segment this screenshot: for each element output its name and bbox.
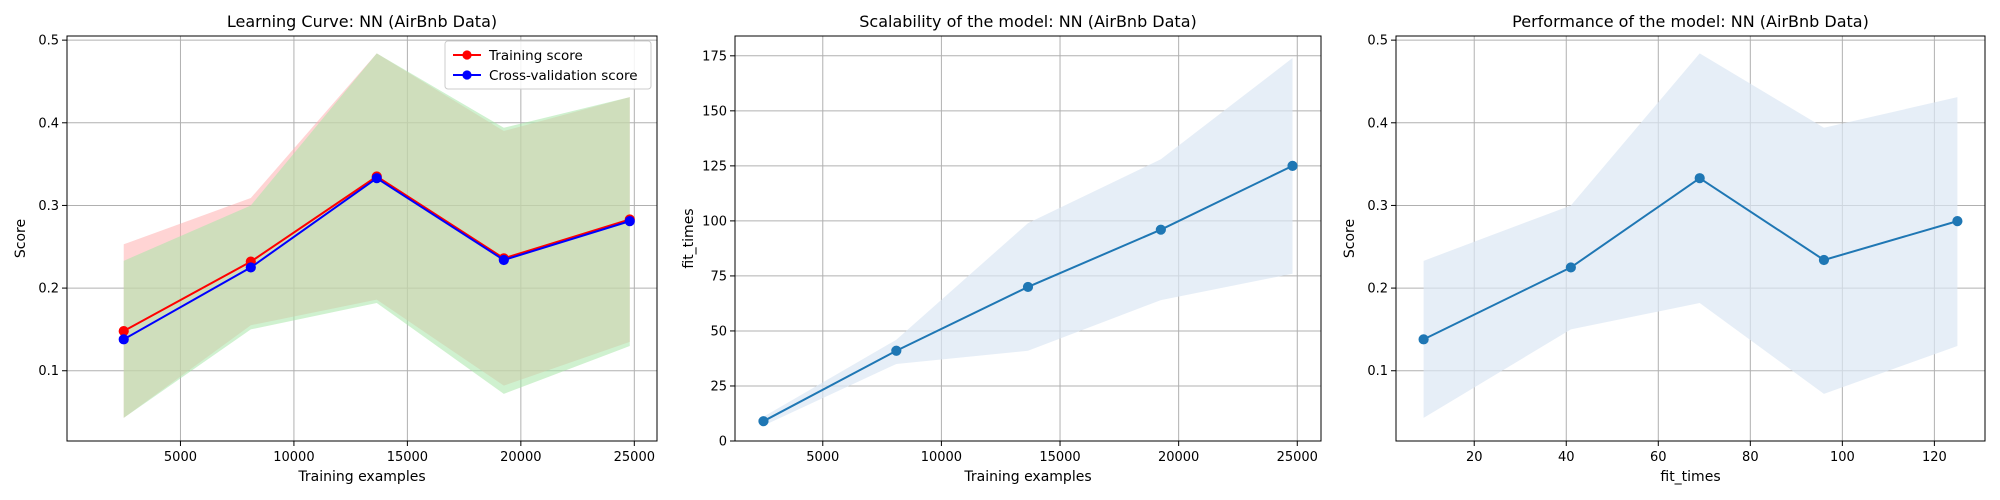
confidence-band-2 (123, 53, 630, 418)
chart-panel-1: Learning Curve: NN (AirBnb Data) 5000 1000… (13, 12, 658, 485)
confidence-band-1 (1423, 53, 1958, 418)
x-tick-label: 40 (1558, 450, 1575, 465)
data-point (1952, 216, 1963, 227)
legend-swatch-marker (462, 70, 472, 80)
x-tick-label: 10000 (921, 450, 962, 465)
x-tick-label: 10000 (273, 450, 314, 465)
legend-label: Cross-validation score (489, 68, 638, 84)
y-tick-label: 0.4 (38, 116, 59, 131)
data-point (498, 254, 509, 266)
y-axis-label: fit_times (681, 208, 697, 268)
y-axis-label: Score (1342, 219, 1358, 258)
data-point (1565, 262, 1576, 273)
y-tick-label: 0.3 (38, 199, 59, 214)
y-axis-label: Score (13, 219, 29, 258)
y-tick-label: 150 (702, 104, 727, 119)
chart-panel-3: Performance of the model: NN (AirBnb Dat… (1342, 12, 1986, 485)
data-point (1155, 224, 1166, 235)
x-tick-label: 25000 (614, 450, 655, 465)
y-tick-label: 0.1 (38, 364, 59, 379)
legend: Training score Cross-validation score (444, 40, 652, 90)
chart-title: Scalability of the model: NN (AirBnb Dat… (859, 12, 1197, 31)
y-tick-label: 0.5 (1367, 34, 1388, 49)
confidence-band-1 (763, 58, 1293, 426)
chart-title: Performance of the model: NN (AirBnb Dat… (1512, 12, 1869, 31)
x-tick-label: 60 (1650, 450, 1667, 465)
x-tick-label: 5000 (164, 450, 197, 465)
y-tick-label: 0.5 (38, 34, 59, 49)
data-point (758, 416, 769, 427)
data-point (245, 262, 256, 273)
x-tick-label: 15000 (1039, 450, 1080, 465)
y-tick-label: 175 (702, 49, 727, 64)
y-tick-label: 0.1 (1367, 364, 1388, 379)
legend-item-1: Training score (453, 48, 583, 64)
plot-frame (66, 35, 658, 442)
data-point (891, 345, 902, 356)
y-tick-label: 0.3 (1367, 199, 1388, 214)
x-axis-label: Training examples (297, 469, 425, 485)
y-tick-label: 50 (710, 324, 727, 339)
x-tick-label: 80 (1742, 450, 1759, 465)
legend-swatch-marker (462, 50, 472, 60)
chart-panel-2: Scalability of the model: NN (AirBnb Dat… (681, 12, 1322, 485)
y-tick-label: 100 (702, 214, 727, 229)
y-tick-label: 25 (710, 379, 727, 394)
y-tick-label: 0 (719, 435, 727, 450)
data-point (1022, 281, 1034, 293)
x-axis-label: fit_times (1660, 469, 1720, 485)
x-tick-label: 25000 (1277, 450, 1318, 465)
data-point (1694, 173, 1705, 184)
x-tick-label: 15000 (387, 450, 428, 465)
x-tick-label: 120 (1922, 450, 1947, 465)
x-tick-label: 20 (1466, 450, 1483, 465)
x-tick-label: 20000 (1158, 450, 1199, 465)
y-tick-label: 125 (702, 159, 727, 174)
data-point (1287, 160, 1298, 171)
x-tick-label: 5000 (806, 450, 839, 465)
data-point (118, 334, 129, 345)
plot-frame (1395, 35, 1986, 442)
plot-frame (734, 35, 1322, 442)
legend-item-2: Cross-validation score (453, 68, 638, 84)
y-tick-label: 75 (710, 269, 727, 284)
data-point (1418, 334, 1429, 345)
chart-title: Learning Curve: NN (AirBnb Data) (227, 12, 497, 31)
x-tick-label: 20000 (500, 450, 541, 465)
data-point (371, 173, 382, 184)
x-axis-label: Training examples (963, 469, 1091, 485)
data-point (1818, 254, 1830, 266)
data-point (624, 216, 635, 227)
y-tick-label: 0.2 (1367, 282, 1388, 297)
y-tick-label: 0.4 (1367, 116, 1388, 131)
x-tick-label: 100 (1830, 450, 1855, 465)
legend-box (444, 40, 652, 90)
y-tick-label: 0.2 (38, 282, 59, 297)
legend-label: Training score (488, 48, 583, 64)
